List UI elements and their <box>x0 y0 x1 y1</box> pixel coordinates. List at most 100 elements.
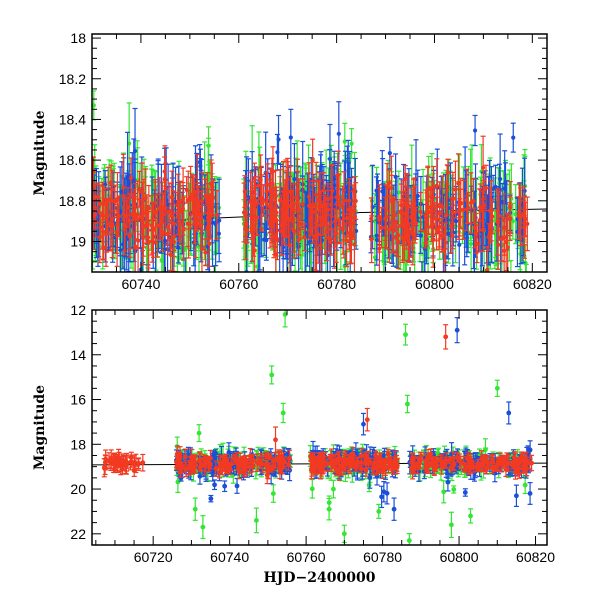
red-point <box>523 201 529 237</box>
red-point <box>256 458 262 467</box>
x-tick-label: 60800 <box>440 549 479 565</box>
red-point <box>328 186 334 223</box>
red-point <box>279 207 285 256</box>
blue-point <box>372 293 377 339</box>
red-point <box>450 196 456 229</box>
red-point <box>263 451 269 460</box>
red-point <box>234 451 240 470</box>
blue-point <box>373 176 379 205</box>
blue-point <box>513 484 519 508</box>
red-point <box>151 201 157 258</box>
y-tick-label: 14 <box>70 347 86 363</box>
red-point <box>188 456 194 469</box>
plot-area <box>92 310 547 545</box>
x-tick-label: 60820 <box>513 276 552 292</box>
red-point <box>407 229 413 258</box>
y-tick-label: 20 <box>70 481 86 497</box>
red-point <box>188 165 194 229</box>
red-point <box>171 222 177 252</box>
red-point <box>385 449 391 459</box>
x-tick-label: 60760 <box>219 276 258 292</box>
x-axis-label: HJD−2400000 <box>264 570 376 586</box>
red-point <box>485 456 491 470</box>
red-point <box>336 451 342 470</box>
red-point <box>328 228 334 256</box>
red-point <box>239 457 245 473</box>
plot-frame <box>91 33 548 273</box>
red-point <box>224 460 230 473</box>
y-tick-label: 19 <box>70 233 86 249</box>
red-point <box>108 449 114 469</box>
red-point <box>198 190 204 247</box>
blue-point <box>208 494 214 503</box>
red-point <box>153 181 159 245</box>
red-point <box>174 455 180 469</box>
red-point <box>368 197 374 241</box>
red-point <box>516 468 522 479</box>
red-point <box>524 451 530 470</box>
red-point <box>168 238 174 272</box>
red-point <box>123 454 129 468</box>
red-point <box>288 165 294 219</box>
blue-point <box>477 364 482 394</box>
green-point <box>406 533 412 545</box>
red-point <box>431 463 437 476</box>
red-point <box>470 460 476 473</box>
red-point <box>208 159 214 209</box>
red-point <box>276 449 282 466</box>
y-tick-label: 18 <box>70 436 86 452</box>
blue-point <box>454 317 460 344</box>
red-point <box>136 457 142 470</box>
blue-point <box>457 290 462 352</box>
blue-point <box>288 108 294 167</box>
y-axis-label: Magnitude <box>32 110 48 195</box>
red-point <box>158 199 164 237</box>
red-point <box>321 185 327 224</box>
red-point <box>430 165 436 209</box>
red-point <box>271 462 277 471</box>
blue-point <box>419 261 425 272</box>
bottom-panel: 60720 60740 60760 60780 60800 60820 12 14 16 18 20… <box>32 302 555 586</box>
red-point <box>454 451 460 463</box>
red-point <box>242 460 248 473</box>
red-point <box>507 202 513 237</box>
red-point <box>133 453 139 474</box>
red-point <box>479 457 485 472</box>
blue-point <box>336 101 342 167</box>
red-point <box>213 460 219 477</box>
red-point <box>174 191 180 219</box>
red-point <box>480 135 486 200</box>
red-point <box>332 220 338 248</box>
red-point <box>497 452 503 465</box>
y-axis-label: Magnitude <box>32 385 48 470</box>
red-point <box>340 203 346 255</box>
blue-point <box>379 485 385 509</box>
red-point <box>325 455 331 472</box>
blue-point <box>502 162 508 205</box>
red-point <box>348 453 354 464</box>
red-point <box>287 449 293 467</box>
blue-point <box>276 114 282 165</box>
green-point <box>448 511 454 539</box>
red-point <box>318 200 324 250</box>
red-point <box>418 192 424 232</box>
red-point <box>190 175 196 226</box>
red-point <box>267 199 273 249</box>
red-point <box>121 194 127 256</box>
red-point <box>214 190 220 240</box>
red-point <box>306 172 312 240</box>
blue-point <box>234 477 240 494</box>
green-point <box>269 365 275 385</box>
red-point <box>243 205 249 243</box>
green-point <box>510 202 516 240</box>
red-point <box>162 145 168 213</box>
red-point <box>260 184 266 217</box>
red-point <box>283 159 289 219</box>
red-point <box>439 454 445 471</box>
red-point <box>97 184 103 224</box>
green-point <box>403 323 409 346</box>
red-point <box>205 182 211 222</box>
red-point <box>417 457 423 469</box>
green-point <box>508 259 514 272</box>
red-point <box>341 460 347 475</box>
